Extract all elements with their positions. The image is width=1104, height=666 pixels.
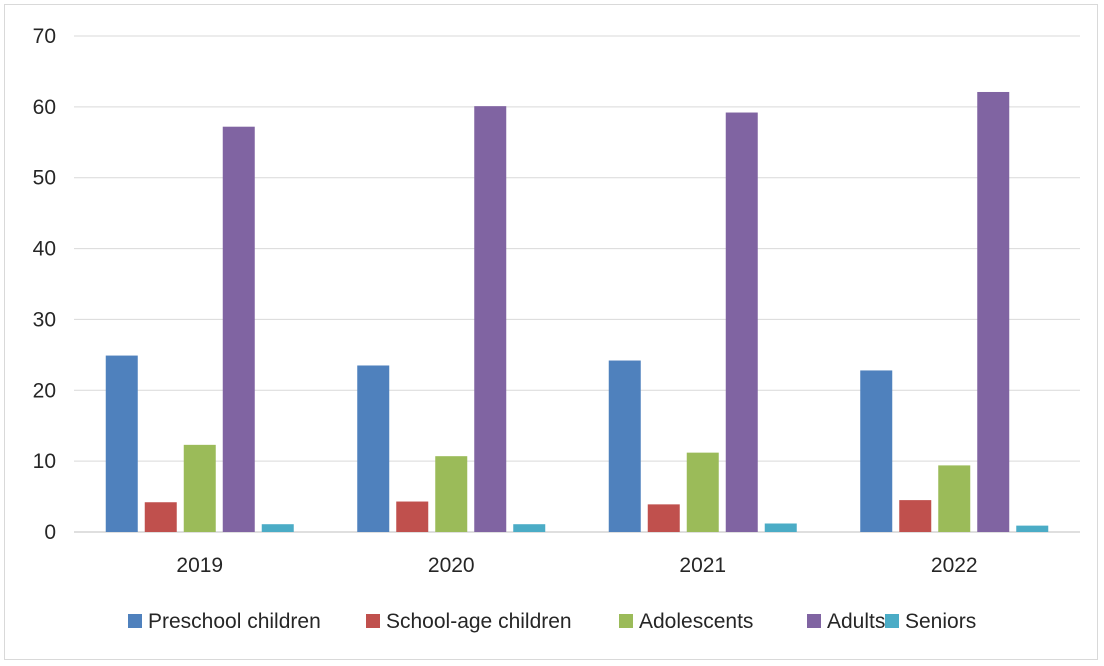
bar-seniors-2020 — [513, 524, 546, 532]
y-tick-label: 0 — [44, 521, 56, 544]
chart-frame — [4, 4, 1098, 660]
legend-label: Adolescents — [639, 610, 753, 633]
bar-school-age-children-2021 — [647, 504, 680, 532]
legend-swatch — [619, 614, 633, 628]
bar-adults-2021 — [725, 112, 758, 533]
x-tick-label: 2022 — [931, 554, 978, 577]
legend-swatch — [366, 614, 380, 628]
legend-label: School-age children — [386, 610, 572, 633]
legend-label: Preschool children — [148, 610, 321, 633]
bar-school-age-children-2019 — [144, 502, 177, 532]
legend-swatch — [807, 614, 821, 628]
x-tick-label: 2019 — [176, 554, 223, 577]
bar-adults-2022 — [977, 91, 1010, 532]
y-tick-label: 10 — [33, 450, 56, 473]
bar-seniors-2022 — [1016, 525, 1049, 532]
legend-swatch — [885, 614, 899, 628]
legend: Preschool children School-age children Ado… — [128, 610, 976, 633]
bar-school-age-children-2022 — [899, 500, 932, 532]
bar-adolescents-2021 — [686, 452, 719, 532]
y-tick-label: 40 — [33, 238, 56, 261]
legend-label: Adults — [827, 610, 885, 633]
bar-seniors-2019 — [261, 524, 294, 532]
bar-adolescents-2022 — [938, 465, 971, 532]
bar-preschool-children-2019 — [105, 355, 138, 532]
bar-preschool-children-2020 — [357, 365, 390, 532]
y-tick-label: 50 — [33, 167, 56, 190]
y-tick-label: 60 — [33, 96, 56, 119]
y-tick-label: 20 — [33, 379, 56, 402]
x-axis-tick-labels: 2019 2020 2021 2022 — [176, 554, 977, 577]
bar-adolescents-2019 — [183, 444, 216, 532]
bar-school-age-children-2020 — [396, 501, 429, 532]
y-axis-tick-labels: 0 10 20 30 40 50 60 70 — [33, 25, 56, 544]
bar-adults-2020 — [474, 106, 507, 533]
x-tick-label: 2021 — [679, 554, 726, 577]
bars — [105, 91, 1049, 533]
bar-adolescents-2020 — [435, 456, 468, 532]
y-tick-label: 70 — [33, 25, 56, 48]
bar-preschool-children-2021 — [608, 360, 641, 532]
bar-preschool-children-2022 — [860, 370, 893, 532]
bar-seniors-2021 — [764, 523, 797, 532]
bar-adults-2019 — [222, 126, 255, 532]
y-tick-label: 30 — [33, 308, 56, 331]
legend-swatch — [128, 614, 142, 628]
legend-label: Seniors — [905, 610, 976, 633]
x-tick-label: 2020 — [428, 554, 475, 577]
